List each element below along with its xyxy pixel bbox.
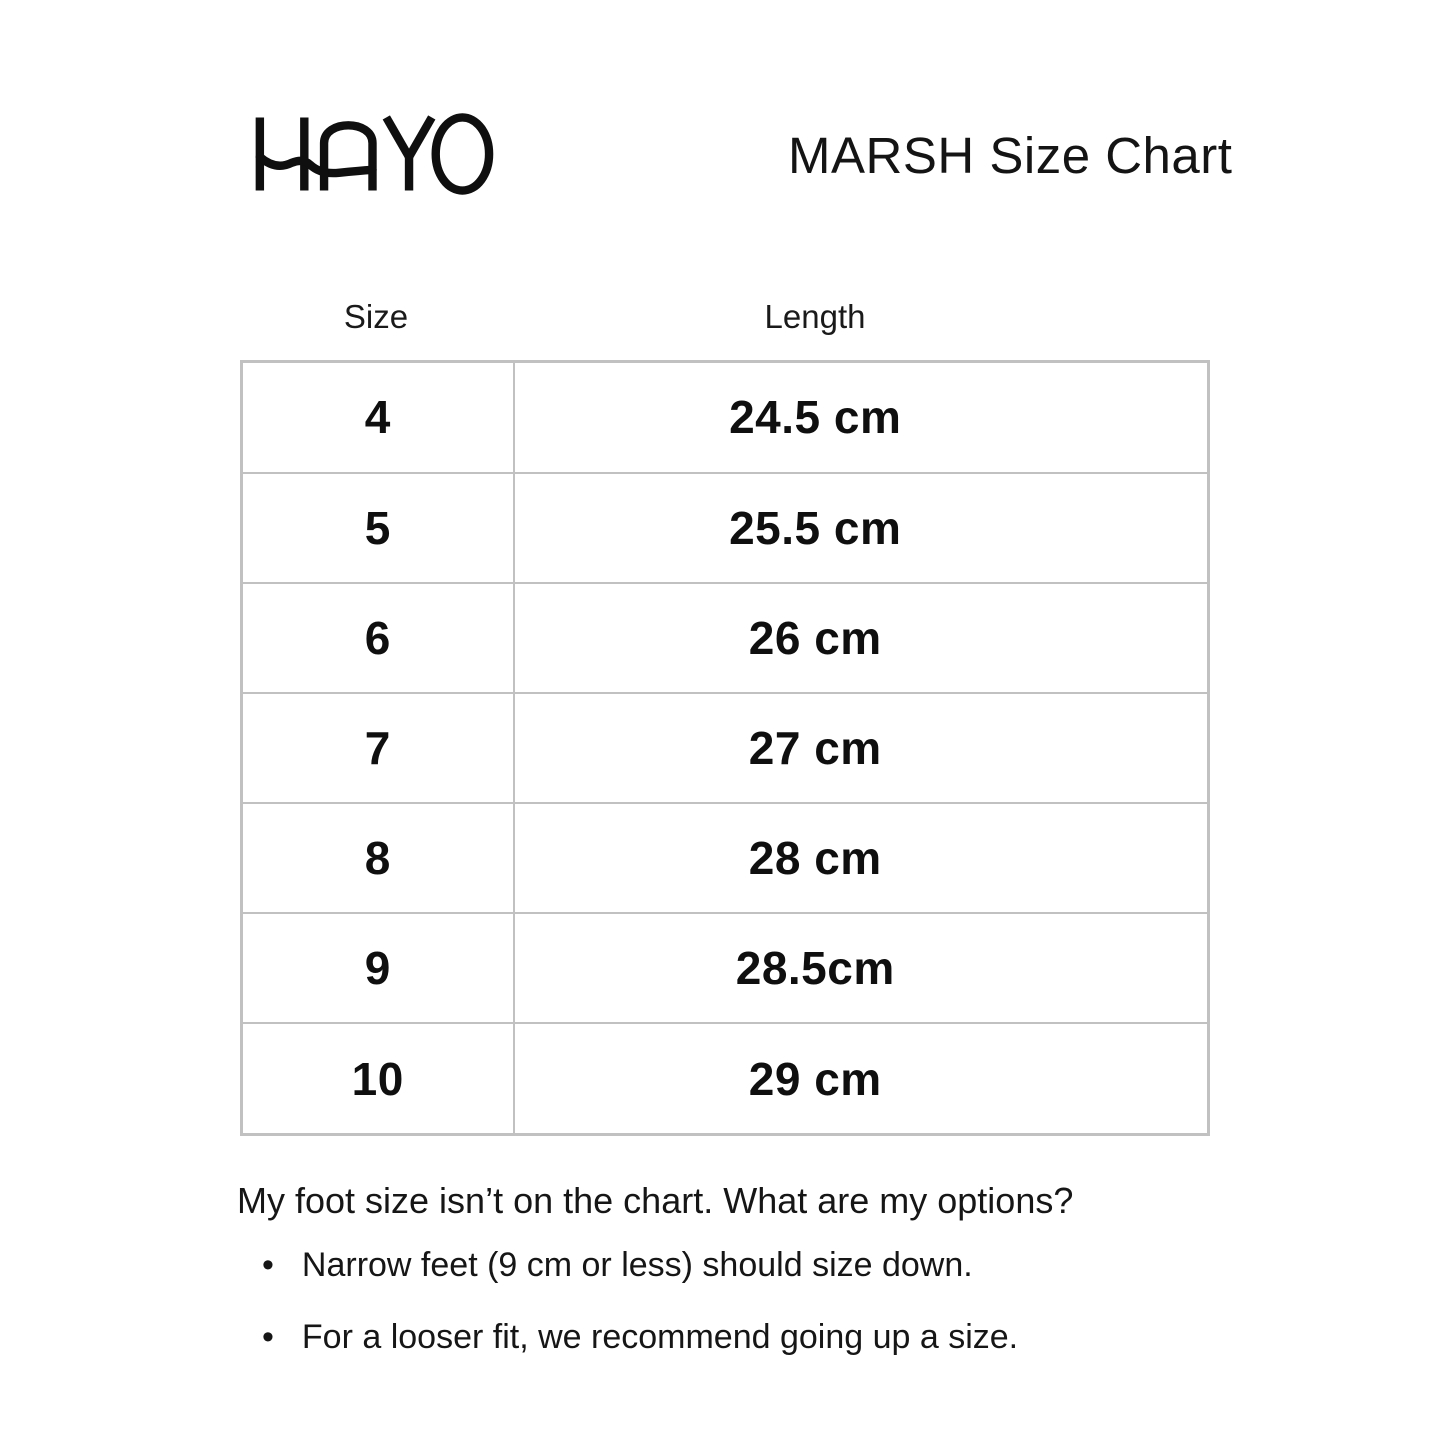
column-header-length: Length (764, 298, 866, 335)
size-cell: 7 (240, 691, 515, 805)
table-column-headers: Size Length (240, 298, 1210, 336)
size-cell: 5 (240, 471, 515, 584)
note-bullet-item: • For a looser fit, we recommend going up… (262, 1316, 1018, 1359)
length-cell: 25.5 cm (512, 471, 1210, 584)
length-cell: 28.5cm (512, 912, 1210, 1025)
notes-question: My foot size isn’t on the chart. What ar… (237, 1180, 1074, 1221)
size-cell: 8 (240, 802, 515, 915)
hayo-logo (248, 112, 495, 196)
note-bullet-text: Narrow feet (9 cm or less) should size d… (301, 1246, 973, 1284)
table-row: 10 29 cm (240, 1022, 1210, 1136)
table-row: 9 28.5cm (240, 912, 1210, 1025)
size-table: 4 24.5 cm 5 25.5 cm 6 26 cm 7 27 cm 8 28 cm 9 28.5c… (240, 360, 1210, 1136)
size-cell: 4 (240, 360, 515, 474)
length-cell: 24.5 cm (512, 360, 1210, 474)
note-bullet-item: • Narrow feet (9 cm or less) should size … (262, 1244, 1018, 1287)
notes-list: • Narrow feet (9 cm or less) should size … (262, 1244, 1018, 1387)
table-row: 6 26 cm (240, 581, 1210, 694)
table-row: 5 25.5 cm (240, 471, 1210, 584)
size-cell: 9 (240, 912, 515, 1025)
table-row: 4 24.5 cm (240, 360, 1210, 474)
length-cell: 28 cm (512, 802, 1210, 915)
hayo-logo-icon (255, 113, 494, 195)
length-cell: 27 cm (512, 691, 1210, 805)
table-row: 8 28 cm (240, 802, 1210, 915)
table-row: 7 27 cm (240, 691, 1210, 805)
size-cell: 10 (240, 1022, 515, 1136)
length-cell: 26 cm (512, 581, 1210, 694)
size-cell: 6 (240, 581, 515, 694)
bullet-icon: • (262, 1317, 274, 1356)
size-table-body: 4 24.5 cm 5 25.5 cm 6 26 cm 7 27 cm 8 28 cm 9 28.5c… (240, 360, 1210, 1136)
length-cell: 29 cm (512, 1022, 1210, 1136)
bullet-icon: • (262, 1246, 274, 1284)
note-bullet-text: For a looser fit, we recommend going up … (301, 1317, 1019, 1356)
column-header-size: Size (343, 298, 409, 335)
page-title: MARSH Size Chart (788, 127, 1233, 184)
